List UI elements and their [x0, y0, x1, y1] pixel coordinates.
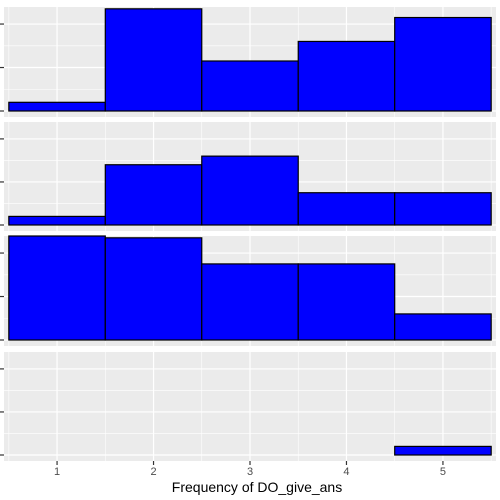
histogram-bar	[394, 16, 492, 112]
x-tick-label: 4	[343, 466, 349, 478]
x-tick-label: 1	[54, 466, 60, 478]
histogram-bar	[104, 8, 203, 112]
histogram-bar	[8, 101, 106, 112]
histogram-bar	[394, 192, 492, 226]
facet-panel-4	[0, 352, 496, 461]
histogram-bar	[394, 313, 492, 341]
facet-panel-2	[0, 122, 496, 231]
facet-panel-3	[0, 235, 496, 346]
histogram-bar	[201, 60, 299, 112]
x-tick-label: 5	[440, 466, 446, 478]
x-tick-label: 2	[150, 466, 156, 478]
histogram-bar	[8, 235, 106, 341]
histogram-bar	[394, 445, 492, 456]
histogram-bar	[201, 263, 299, 341]
x-axis-title: Frequency of DO_give_ans	[172, 479, 342, 495]
panels-layer	[0, 7, 496, 461]
x-tick-label: 3	[247, 466, 253, 478]
facet-panel-1	[0, 7, 496, 117]
histogram-bar	[8, 215, 106, 226]
histogram-bar	[104, 164, 203, 226]
x-axis: 1 2 3 4 5	[54, 461, 446, 478]
histogram-bar	[104, 237, 203, 341]
histogram-bar	[297, 40, 396, 112]
histogram-bar	[201, 155, 299, 226]
histogram-bar	[297, 263, 396, 341]
histogram-bar	[297, 192, 396, 226]
